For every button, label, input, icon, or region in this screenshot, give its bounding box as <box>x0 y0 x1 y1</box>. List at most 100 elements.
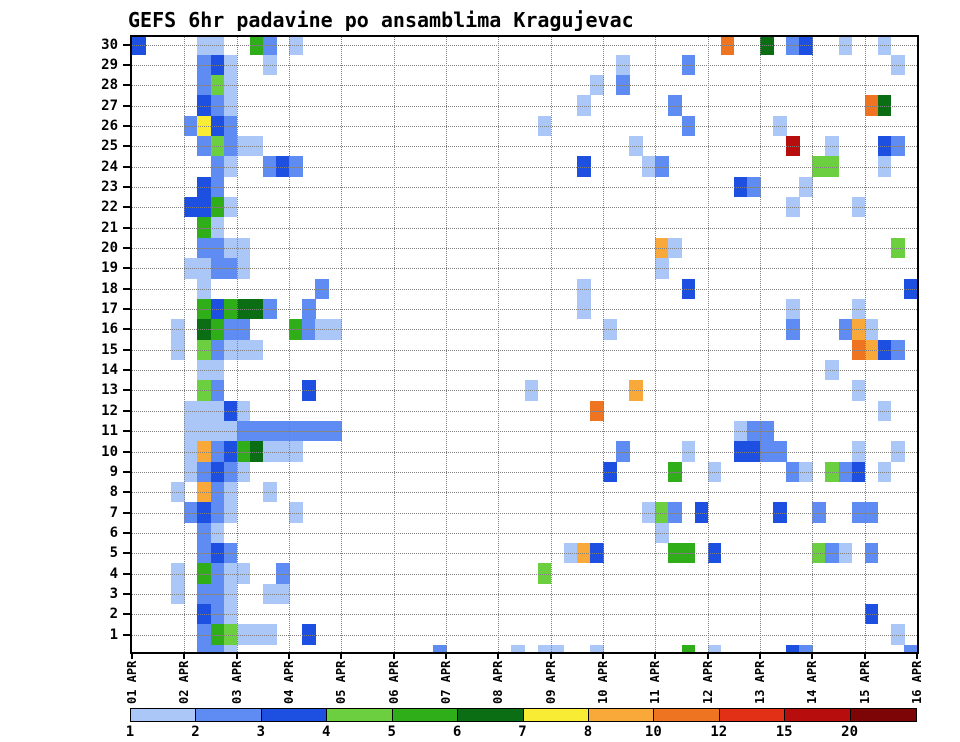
gridline-horizontal <box>132 186 917 188</box>
colorbar-label: 5 <box>387 724 396 740</box>
gridline-vertical <box>707 37 709 652</box>
colorbar-label: 1 <box>125 724 135 740</box>
heatmap-cell <box>249 136 264 157</box>
x-tick-mark <box>549 652 552 659</box>
chart-title: GEFS 6hr padavine po ansamblima Kragujev… <box>128 8 634 32</box>
y-tick-label: 7 <box>109 504 118 521</box>
heatmap-cell <box>890 441 905 462</box>
heatmap-cell <box>707 644 722 652</box>
x-tick-mark <box>654 652 657 659</box>
colorbar-label: 20 <box>841 724 859 740</box>
heatmap-cell <box>275 441 290 462</box>
y-tick-mark <box>123 572 130 575</box>
y-tick-mark <box>123 185 130 188</box>
y-tick-label: 4 <box>109 565 118 582</box>
colorbar-label: 8 <box>583 724 593 740</box>
gridline-horizontal <box>132 85 917 87</box>
x-tick-label: 14 APR <box>805 660 820 704</box>
gridline-vertical <box>603 37 604 652</box>
y-tick-mark <box>123 389 130 392</box>
x-tick-label: 12 APR <box>700 660 715 704</box>
heatmap-cell <box>197 37 212 55</box>
y-tick-mark <box>123 124 130 127</box>
heatmap-cell <box>236 237 251 259</box>
heatmap-cell <box>249 441 264 462</box>
x-tick-label: 16 APR <box>910 660 924 704</box>
gridline-horizontal <box>132 492 917 494</box>
gridline-horizontal <box>132 532 917 534</box>
y-tick-mark <box>123 369 130 372</box>
gridline-horizontal <box>132 410 917 412</box>
colorbar-segment <box>130 708 198 722</box>
y-tick-mark <box>123 470 130 473</box>
y-tick-label: 9 <box>109 463 118 480</box>
heatmap-cell <box>786 136 800 157</box>
heatmap-cell <box>760 441 774 462</box>
heatmap-cell <box>262 37 277 55</box>
plot-area <box>130 35 919 654</box>
x-tick-label: 06 APR <box>386 660 401 704</box>
gridline-vertical <box>812 37 814 652</box>
heatmap-cell <box>890 339 905 360</box>
y-tick-mark <box>123 308 130 311</box>
heatmap-cell <box>210 441 225 462</box>
heatmap-cell <box>746 441 761 462</box>
gridline-horizontal <box>132 634 917 636</box>
heatmap-cell <box>681 543 696 564</box>
heatmap-cell <box>511 644 526 652</box>
y-tick-label: 18 <box>101 280 118 297</box>
colorbar-segment <box>587 708 656 722</box>
y-tick-label: 20 <box>101 240 118 256</box>
y-tick-label: 25 <box>101 138 118 155</box>
heatmap-cell <box>668 237 683 259</box>
heatmap-cell <box>197 136 212 157</box>
heatmap-cell <box>838 543 853 564</box>
colorbar-segment <box>784 708 852 722</box>
heatmap-cell <box>223 543 238 564</box>
heatmap-cell <box>576 543 591 564</box>
gridline-horizontal <box>132 227 917 229</box>
heatmap-cell <box>210 543 225 564</box>
colorbar-label: 3 <box>256 724 266 740</box>
heatmap-cell <box>786 37 800 55</box>
x-tick-label: 04 APR <box>282 660 296 704</box>
colorbar-label: 4 <box>322 724 331 740</box>
heatmap-cell <box>197 441 212 462</box>
y-tick-label: 21 <box>101 219 118 236</box>
heatmap-cell <box>223 136 238 157</box>
heatmap-cell <box>223 441 238 462</box>
y-tick-label: 22 <box>101 199 118 216</box>
y-tick-mark <box>123 104 130 107</box>
heatmap-cell <box>877 339 892 360</box>
colorbar-segment <box>653 708 721 722</box>
heatmap-cell <box>877 136 892 157</box>
y-tick-label: 15 <box>101 341 118 358</box>
heatmap-cell <box>877 37 892 55</box>
heatmap-cell <box>864 339 879 360</box>
y-tick-mark <box>123 165 130 168</box>
gridline-horizontal <box>132 125 917 127</box>
y-tick-label: 13 <box>101 382 118 399</box>
y-tick-mark <box>123 226 130 229</box>
gridline-vertical <box>446 37 447 652</box>
y-tick-mark <box>123 63 130 66</box>
x-tick-mark <box>497 652 500 659</box>
x-tick-label: 09 APR <box>543 660 558 704</box>
heatmap-cell <box>799 37 813 55</box>
gridline-vertical <box>393 37 395 652</box>
x-tick-label: 05 APR <box>334 660 349 704</box>
heatmap-cell <box>210 644 225 652</box>
heatmap-cell <box>799 644 813 652</box>
heatmap-cell <box>825 136 840 157</box>
heatmap-cell <box>223 237 238 259</box>
heatmap-cell <box>668 543 683 564</box>
y-tick-label: 24 <box>101 158 118 175</box>
x-axis: 01 APR 02 APR 03 APR 04 APR 05 APR 06 APR 07 A… <box>125 652 924 708</box>
heatmap-cell <box>223 644 238 652</box>
y-tick-label: 23 <box>101 178 118 195</box>
colorbar-segment <box>195 708 263 722</box>
heatmap-cell <box>262 441 277 462</box>
colorbar: 1 2 3 4 5 6 7 8 10 12 15 20 <box>126 708 920 742</box>
colorbar-segment <box>849 708 917 722</box>
heatmap-cell <box>589 644 604 652</box>
